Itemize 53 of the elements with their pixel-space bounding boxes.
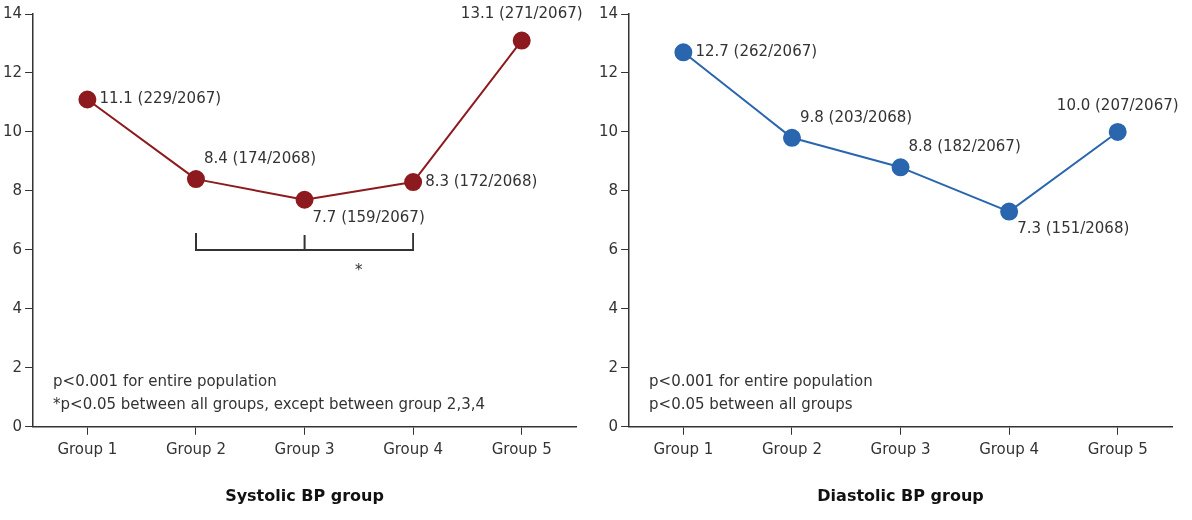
data-label: 7.3 (151/2068) [1017,219,1130,238]
x-tick-label: Group 1 [57,439,118,458]
point [186,170,205,189]
data-label: 10.0 (207/2067) [1056,95,1179,114]
point [78,90,97,109]
x-tick-label: Group 4 [979,439,1040,458]
x-tick-label: Group 3 [870,439,931,458]
data-label: 8.3 (172/2068) [425,171,538,190]
data-label: 7.7 (159/2067) [312,207,425,226]
y-tick-label: 14 [2,3,23,22]
annotation: p<0.05 between all groups [649,394,853,413]
annotation: p<0.001 for entire population [53,371,277,390]
point [1000,202,1019,221]
x-tick-label: Group 1 [653,439,714,458]
annotation: *p<0.05 between all groups, except between group 2,3,4 [53,394,486,413]
x-axis-title: Diastolic BP group [817,485,984,505]
point [512,31,531,50]
x-tick-label: Group 3 [274,439,335,458]
y-tick-label: 6 [12,239,23,258]
y-tick-label: 12 [2,62,23,81]
y-tick-label: 12 [598,62,619,81]
data-label: 12.7 (262/2067) [695,42,818,61]
data-label: 8.4 (174/2068) [203,149,317,168]
y-tick-label: 4 [12,298,23,317]
y-tick-label: 8 [12,180,23,199]
y-tick-label: 2 [608,357,619,376]
y-tick-label: 8 [608,180,619,199]
x-tick-label: Group 5 [1087,439,1148,458]
point [295,190,314,209]
data-label: 11.1 (229/2067) [99,89,222,108]
annotation: p<0.001 for entire population [649,371,873,390]
y-tick-label: 0 [608,416,619,435]
x-tick-label: Group 2 [761,439,822,458]
y-tick-label: 10 [598,121,619,140]
point [404,173,423,192]
data-label: 13.1 (271/2067) [460,4,583,23]
data-label: 8.8 (182/2067) [908,137,1021,156]
y-tick-label: 4 [608,298,619,317]
point [891,158,910,177]
y-tick-label: 0 [12,416,23,435]
data-label: 9.8 (203/2068) [799,107,913,126]
point [782,128,801,147]
point [1108,122,1127,141]
point [674,43,693,62]
y-tick-label: 14 [598,3,619,22]
y-tick-label: 2 [12,357,23,376]
x-tick-label: Group 2 [165,439,226,458]
y-tick-label: 6 [608,239,619,258]
x-tick-label: Group 5 [491,439,552,458]
x-axis-title: Systolic BP group [225,485,384,505]
x-tick-label: Group 4 [383,439,444,458]
annotation: * [355,261,364,280]
y-tick-label: 10 [2,121,23,140]
